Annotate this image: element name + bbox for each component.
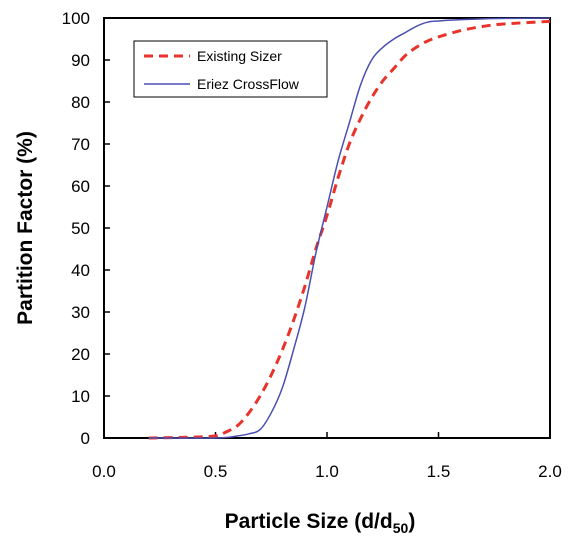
x-axis-title: Particle Size (d/d50) — [225, 510, 416, 536]
y-tick-label: 90 — [71, 51, 90, 70]
x-tick-label: 0.0 — [92, 462, 116, 481]
x-tick-label: 2.0 — [538, 462, 562, 481]
y-tick-label: 80 — [71, 93, 90, 112]
legend-box — [133, 40, 328, 98]
y-tick-label: 100 — [62, 9, 90, 28]
series-line-existing-sizer — [148, 19, 551, 440]
y-tick-label: 0 — [81, 429, 90, 448]
y-tick-label: 60 — [71, 177, 90, 196]
y-tick-label: 20 — [71, 345, 90, 364]
y-axis-title: Partition Factor (%) — [14, 131, 37, 325]
series-line-eriez-crossflow — [148, 17, 551, 439]
y-tick-label: 30 — [71, 303, 90, 322]
x-tick-label: 0.5 — [204, 462, 228, 481]
x-axis-title-main: Particle Size (d/d — [225, 510, 393, 533]
x-tick-label: 1.0 — [315, 462, 339, 481]
legend: Existing Sizer Eriez CrossFlow — [133, 40, 328, 98]
axis-ticks: 0.0 0.5 1.0 1.5 2.0 0 10 20 30 40 50 60 70 80 90 100 — [62, 9, 562, 481]
x-axis-title-subscript: 50 — [393, 520, 409, 536]
y-tick-label: 10 — [71, 387, 90, 406]
legend-label-existing-sizer: Existing Sizer — [197, 48, 282, 64]
legend-label-eriez-crossflow: Eriez CrossFlow — [197, 76, 300, 92]
y-tick-label: 40 — [71, 261, 90, 280]
series-layer — [148, 17, 551, 440]
y-tick-label: 70 — [71, 135, 90, 154]
y-tick-label: 50 — [71, 219, 90, 238]
x-tick-label: 1.5 — [427, 462, 451, 481]
x-axis-title-end: ) — [408, 510, 415, 533]
